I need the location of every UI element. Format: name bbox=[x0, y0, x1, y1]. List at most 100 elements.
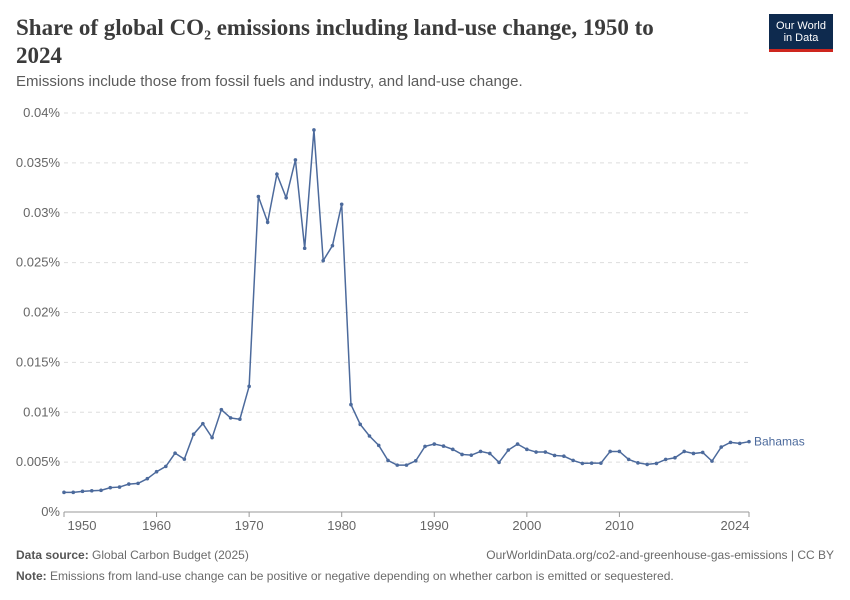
x-tick-label: 1990 bbox=[420, 518, 449, 533]
data-point bbox=[349, 402, 353, 407]
data-point bbox=[154, 469, 159, 474]
data-point bbox=[682, 449, 687, 454]
chart-subtitle: Emissions include those from fossil fuel… bbox=[16, 73, 523, 90]
data-point bbox=[404, 463, 409, 467]
data-point bbox=[450, 447, 455, 452]
data-point bbox=[534, 450, 538, 454]
data-point bbox=[469, 453, 474, 457]
data-point bbox=[747, 439, 751, 444]
data-point bbox=[423, 444, 427, 449]
x-tick-label: 2010 bbox=[605, 518, 634, 533]
data-point bbox=[62, 490, 66, 495]
data-point bbox=[238, 417, 242, 422]
data-point bbox=[164, 464, 168, 469]
x-tick-label: 1950 bbox=[68, 518, 97, 533]
data-point bbox=[265, 220, 270, 225]
data-point bbox=[117, 485, 122, 489]
data-point bbox=[376, 443, 381, 448]
data-point bbox=[710, 459, 714, 463]
data-point bbox=[99, 488, 103, 493]
y-tick-label: 0.01% bbox=[23, 404, 60, 419]
data-point bbox=[515, 442, 520, 446]
data-point bbox=[608, 449, 612, 454]
x-tick-label: 2024 bbox=[721, 518, 750, 533]
data-point bbox=[571, 458, 575, 463]
data-point bbox=[256, 194, 261, 199]
source-label: Data source: bbox=[16, 548, 89, 562]
y-tick-label: 0.015% bbox=[16, 354, 61, 369]
data-point bbox=[599, 461, 603, 465]
data-point bbox=[506, 448, 511, 452]
data-point bbox=[543, 450, 548, 454]
data-point bbox=[321, 258, 325, 263]
source-text[interactable]: Global Carbon Budget (2025) bbox=[92, 548, 249, 562]
note-label: Note: bbox=[16, 569, 47, 583]
y-tick-label: 0.005% bbox=[16, 454, 61, 469]
data-source: Data source: Global Carbon Budget (2025) bbox=[16, 548, 249, 562]
data-point bbox=[89, 488, 94, 493]
data-point bbox=[312, 128, 316, 132]
data-point bbox=[339, 202, 344, 207]
data-point bbox=[488, 451, 492, 456]
data-point bbox=[617, 449, 622, 454]
data-point bbox=[71, 490, 76, 495]
data-point bbox=[182, 457, 187, 461]
data-point bbox=[247, 384, 251, 389]
data-point bbox=[580, 461, 585, 466]
source-url[interactable]: OurWorldinData.org/co2-and-greenhouse-ga… bbox=[486, 548, 834, 562]
data-point bbox=[525, 447, 529, 452]
data-point bbox=[460, 452, 464, 457]
data-point bbox=[691, 451, 696, 456]
owid-logo[interactable]: Our World in Data bbox=[769, 14, 833, 52]
data-point bbox=[228, 416, 233, 420]
series-line bbox=[64, 129, 750, 494]
data-point bbox=[210, 435, 214, 440]
data-point bbox=[80, 489, 85, 494]
y-tick-label: 0.02% bbox=[23, 305, 60, 320]
data-point bbox=[432, 442, 437, 446]
data-point bbox=[145, 476, 150, 481]
data-point bbox=[293, 158, 298, 162]
data-point bbox=[626, 457, 631, 462]
y-tick-label: 0.03% bbox=[23, 205, 60, 220]
data-point bbox=[552, 453, 557, 458]
data-point bbox=[108, 485, 113, 490]
data-point bbox=[136, 481, 140, 486]
data-point bbox=[284, 195, 288, 200]
data-point bbox=[663, 457, 668, 462]
y-tick-label: 0.025% bbox=[16, 255, 61, 270]
data-point bbox=[201, 421, 205, 426]
data-point bbox=[126, 482, 131, 486]
data-point bbox=[673, 455, 677, 460]
data-point bbox=[173, 451, 177, 455]
data-point bbox=[719, 445, 724, 449]
data-point bbox=[395, 463, 400, 467]
x-tick-label: 1980 bbox=[327, 518, 356, 533]
data-point bbox=[636, 461, 640, 465]
data-point bbox=[191, 432, 196, 436]
data-point bbox=[728, 440, 733, 445]
data-point bbox=[413, 459, 418, 463]
data-point bbox=[645, 462, 649, 467]
data-point bbox=[367, 434, 372, 438]
data-point bbox=[700, 450, 705, 455]
data-point bbox=[330, 243, 335, 248]
x-tick-label: 1960 bbox=[142, 518, 171, 533]
series-label: Bahamas bbox=[754, 435, 805, 449]
chart-title: Share of global CO₂ emissions including … bbox=[16, 15, 654, 68]
x-tick-label: 2000 bbox=[512, 518, 541, 533]
x-tick-label: 1970 bbox=[235, 518, 264, 533]
y-tick-label: 0% bbox=[41, 504, 60, 519]
note: Note: Emissions from land-use change can… bbox=[16, 569, 674, 583]
data-point bbox=[562, 454, 566, 458]
data-point bbox=[386, 458, 390, 463]
data-point bbox=[275, 172, 279, 176]
note-text: Emissions from land-use change can be po… bbox=[50, 569, 674, 583]
data-point bbox=[497, 460, 501, 465]
data-point bbox=[302, 246, 307, 251]
data-point bbox=[589, 461, 594, 465]
data-point bbox=[737, 441, 742, 446]
data-point bbox=[654, 461, 659, 466]
y-tick-label: 0.035% bbox=[16, 155, 61, 170]
